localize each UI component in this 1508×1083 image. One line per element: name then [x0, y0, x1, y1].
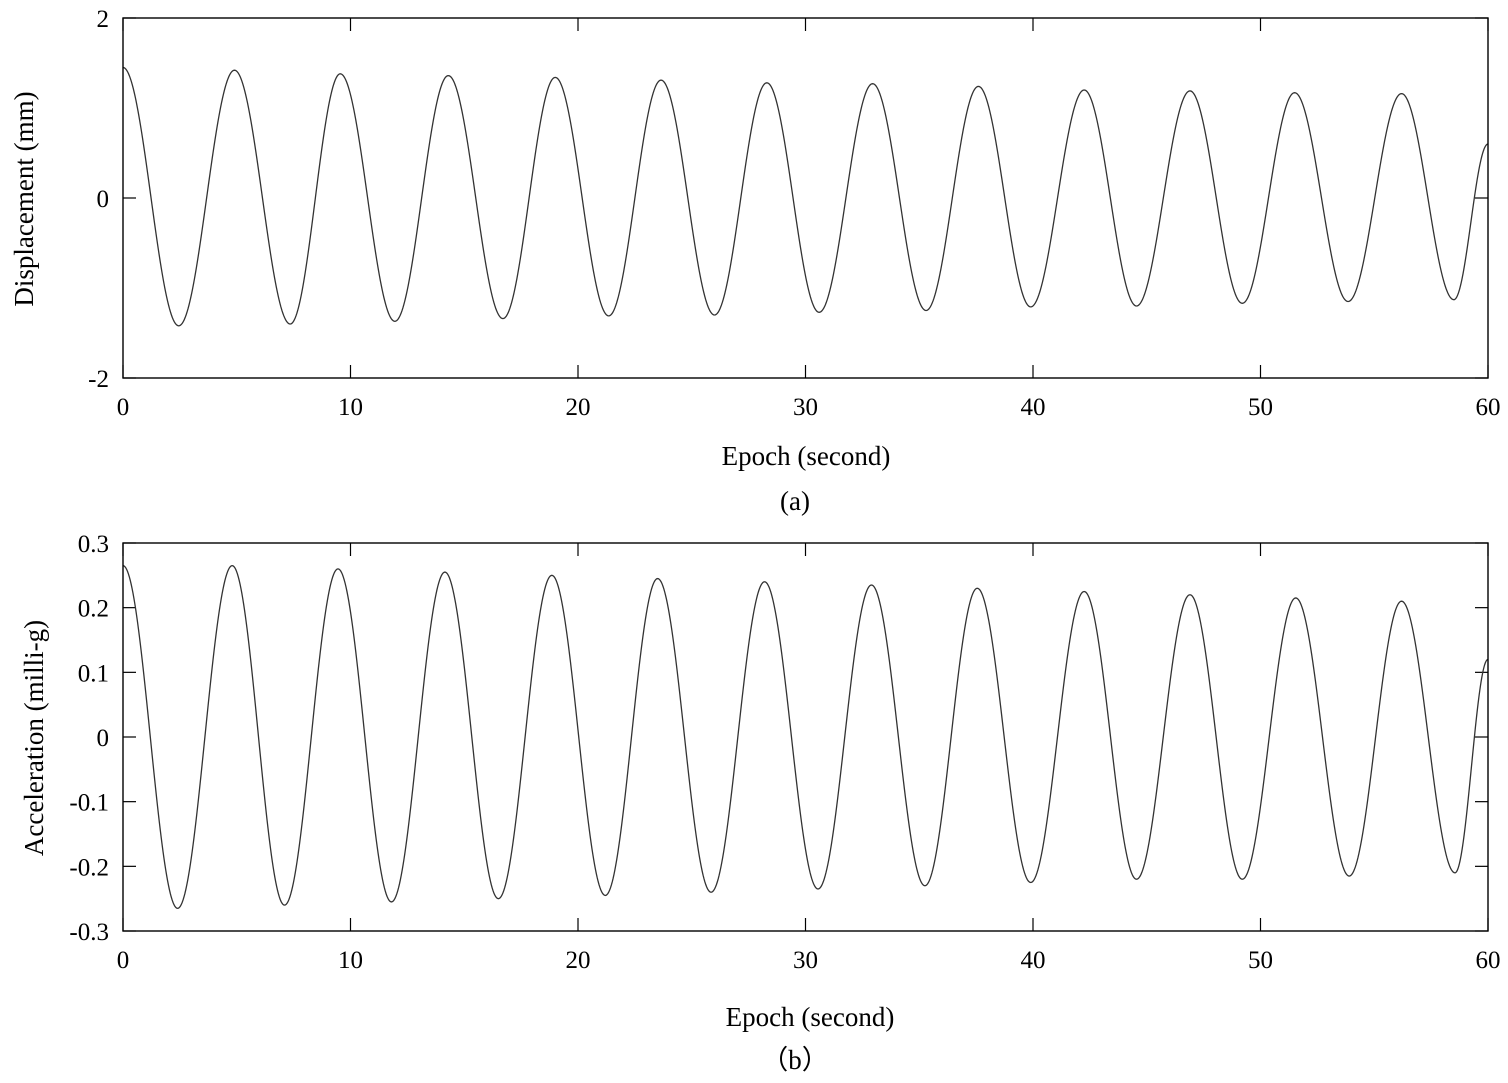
y-tick-labels: -0.3 -0.2 -0.1 0 0.1 0.2 0.3: [69, 531, 109, 946]
acceleration-chart: 0 10 20 30 40 50 60 -0.3 -0.2 -0.1 0 0.1 0.2 0.3 Epo…: [19, 531, 1501, 1075]
x-tick-label: 60: [1476, 947, 1501, 974]
x-tick-label: 30: [793, 947, 818, 974]
x-axis-title: Epoch (second): [726, 1002, 895, 1032]
y-tick-label: -0.3: [69, 919, 109, 946]
x-tick-labels: 0 10 20 30 40 50 60: [117, 394, 1501, 421]
x-tick-label: 50: [1248, 947, 1273, 974]
x-tick-label: 0: [117, 947, 130, 974]
y-tick-label: 0.2: [78, 596, 109, 623]
x-axis-title: Epoch (second): [722, 441, 891, 471]
displacement-chart: 0 10 20 30 40 50 60 -2 0 2 Epoch (second) Displa…: [9, 6, 1501, 516]
plot-frame: [122, 542, 1489, 932]
y-tick-label: -0.2: [69, 854, 109, 881]
x-tick-label: 20: [566, 394, 591, 421]
y-tick-label: 0: [97, 725, 110, 752]
y-axis-title: Acceleration (milli-g): [19, 620, 49, 856]
y-axis-title: Displacement (mm): [9, 91, 39, 306]
tick-marks: [122, 17, 1489, 379]
x-tick-label: 40: [1021, 947, 1046, 974]
y-tick-label: 2: [97, 6, 110, 33]
acceleration-series-line: [122, 564, 1489, 910]
x-tick-label: 40: [1021, 394, 1046, 421]
panel-caption: (a): [780, 486, 810, 516]
x-tick-label: 10: [338, 947, 363, 974]
x-tick-label: 60: [1476, 394, 1501, 421]
x-tick-label: 10: [338, 394, 363, 421]
panel-caption: （b）: [761, 1045, 829, 1075]
y-tick-label: 0: [97, 186, 110, 213]
y-tick-labels: -2 0 2: [88, 6, 109, 393]
y-tick-label: 0.3: [78, 531, 109, 558]
y-tick-label: -0.1: [69, 790, 109, 817]
displacement-series-line: [122, 66, 1489, 327]
x-tick-label: 0: [117, 394, 130, 421]
x-tick-label: 20: [566, 947, 591, 974]
x-tick-label: 30: [793, 394, 818, 421]
y-tick-label: 0.1: [78, 660, 109, 687]
x-tick-labels: 0 10 20 30 40 50 60: [117, 947, 1501, 974]
plot-frame: [122, 17, 1489, 379]
x-tick-label: 50: [1248, 394, 1273, 421]
y-tick-label: -2: [88, 366, 109, 393]
